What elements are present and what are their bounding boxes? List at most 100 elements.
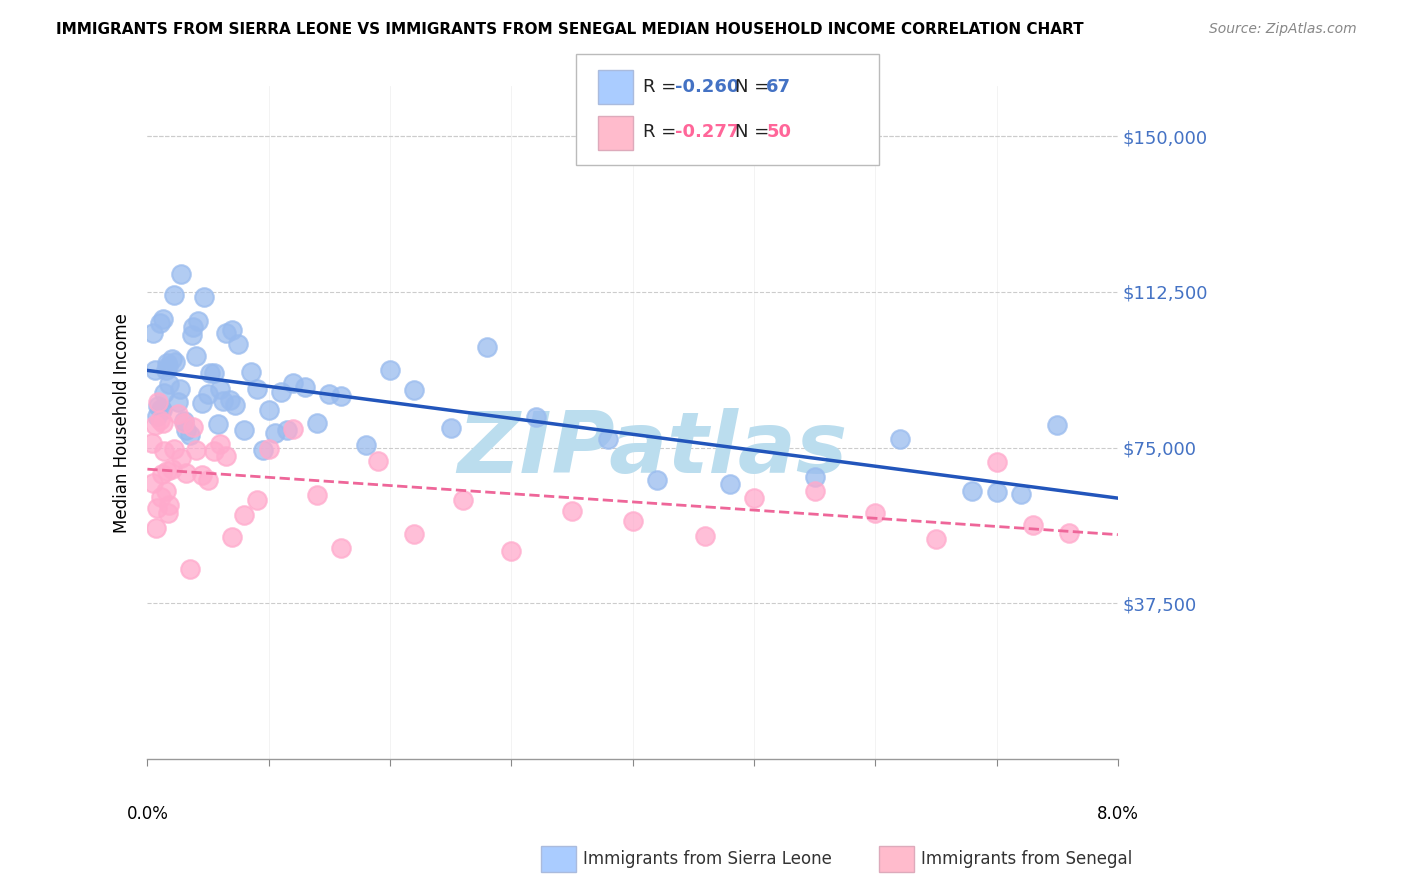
Point [986, 484, 1008, 499]
Point [962, 484, 984, 499]
Point [153, 443, 176, 458]
Point [191, 468, 214, 483]
Text: 8.0%: 8.0% [1097, 805, 1139, 822]
Point [148, 413, 170, 427]
Point [153, 386, 176, 401]
Point [440, 421, 463, 435]
Point [215, 326, 238, 341]
Point [143, 417, 166, 432]
Point [239, 365, 262, 379]
Point [803, 469, 825, 483]
Point [152, 416, 174, 430]
Point [209, 437, 232, 451]
Point [156, 355, 179, 369]
Point [718, 477, 741, 491]
Point [163, 442, 186, 456]
Point [986, 455, 1008, 469]
Point [193, 290, 215, 304]
Point [803, 483, 825, 498]
Point [1046, 418, 1069, 433]
Point [183, 319, 205, 334]
Point [257, 442, 280, 457]
Point [1059, 525, 1081, 540]
Point [179, 562, 201, 576]
Point [156, 463, 179, 477]
Point [215, 449, 238, 463]
Point [561, 504, 583, 518]
Point [146, 409, 169, 423]
Point [174, 466, 197, 480]
Point [183, 420, 205, 434]
Text: R =: R = [643, 78, 682, 95]
Point [156, 507, 179, 521]
Text: ZIPatlas: ZIPatlas [457, 408, 848, 491]
Point [211, 394, 233, 409]
Point [695, 528, 717, 542]
Point [148, 395, 170, 409]
Point [202, 367, 225, 381]
Point [307, 417, 329, 431]
Text: N =: N = [735, 78, 775, 95]
Text: R =: R = [643, 123, 682, 141]
Point [148, 316, 170, 330]
Point [155, 363, 177, 377]
Point [197, 387, 219, 401]
Point [170, 451, 193, 466]
Point [598, 432, 620, 446]
Point [174, 423, 197, 437]
Point [645, 473, 668, 487]
Point [451, 493, 474, 508]
Point [142, 326, 165, 340]
Point [330, 389, 353, 403]
Text: -0.260: -0.260 [675, 78, 740, 95]
Text: Immigrants from Senegal: Immigrants from Senegal [921, 850, 1132, 868]
Point [221, 323, 243, 337]
Point [173, 416, 195, 430]
Point [224, 398, 246, 412]
Point [524, 410, 547, 425]
Point [160, 352, 183, 367]
Point [276, 423, 298, 437]
Text: Immigrants from Sierra Leone: Immigrants from Sierra Leone [583, 850, 832, 868]
Text: -0.277: -0.277 [675, 123, 740, 141]
Point [187, 314, 209, 328]
Point [281, 376, 304, 391]
Point [233, 423, 256, 437]
Text: 0.0%: 0.0% [127, 805, 169, 822]
Point [148, 399, 170, 413]
Point [889, 432, 911, 446]
Point [155, 483, 177, 498]
Text: Source: ZipAtlas.com: Source: ZipAtlas.com [1209, 22, 1357, 37]
Point [252, 442, 274, 457]
Point [865, 506, 887, 520]
Point [263, 425, 285, 440]
Text: 67: 67 [766, 78, 792, 95]
Point [228, 336, 250, 351]
Point [165, 355, 187, 369]
Point [330, 541, 353, 556]
Point [150, 467, 173, 482]
Point [245, 382, 267, 396]
Point [149, 402, 172, 417]
Point [200, 366, 222, 380]
Y-axis label: Median Household Income: Median Household Income [114, 313, 131, 533]
Point [184, 443, 207, 458]
Point [166, 395, 188, 409]
Point [202, 443, 225, 458]
Point [191, 395, 214, 409]
Point [621, 514, 644, 528]
Point [173, 414, 195, 428]
Point [184, 349, 207, 363]
Point [145, 521, 167, 535]
Point [1022, 517, 1045, 532]
Point [318, 387, 340, 401]
Point [169, 382, 191, 396]
Text: N =: N = [735, 123, 775, 141]
Point [404, 384, 426, 398]
Point [149, 490, 172, 504]
Point [166, 408, 188, 422]
Text: IMMIGRANTS FROM SIERRA LEONE VS IMMIGRANTS FROM SENEGAL MEDIAN HOUSEHOLD INCOME : IMMIGRANTS FROM SIERRA LEONE VS IMMIGRAN… [56, 22, 1084, 37]
Point [150, 402, 173, 417]
Point [501, 544, 523, 558]
Point [157, 377, 180, 392]
